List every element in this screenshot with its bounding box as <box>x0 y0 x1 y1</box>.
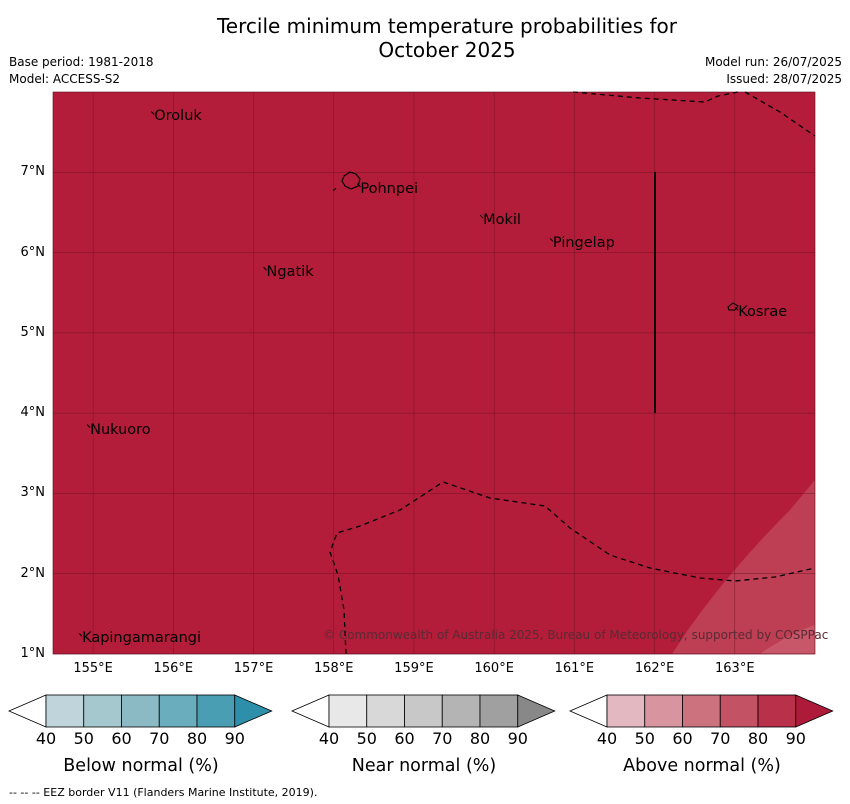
colorbar-2-extension-low <box>568 694 608 728</box>
colorbar-2-segment-2 <box>682 694 721 728</box>
colorbar-1-extension-low <box>290 694 330 728</box>
place-label-pingelap: Pingelap <box>552 235 615 252</box>
eez-border-note: -- -- -- EEZ border V11 (Flanders Marine… <box>9 786 318 799</box>
map-frame <box>52 91 816 655</box>
eez-border-north <box>572 91 739 103</box>
lat-tick-label-5: 6°N <box>20 244 46 260</box>
place-label-ngatik: Ngatik <box>266 264 314 281</box>
issued-date: Issued: 28/07/2025 <box>726 72 842 86</box>
place-mark-0 <box>150 111 155 115</box>
colorbar-0-segment-3 <box>158 694 198 728</box>
title-line-2: October 2025 <box>378 38 516 62</box>
colorbar-1-tick-2: 60 <box>394 729 415 748</box>
colorbar-2-label: Above normal (%) <box>623 756 781 776</box>
place-label-nukuoro: Nukuoro <box>90 421 151 438</box>
colorbar-0-tick-4: 80 <box>186 729 208 748</box>
model-name: Model: ACCESS-S2 <box>9 72 121 86</box>
place-marks <box>78 111 739 637</box>
colorbar-2-tick-1: 50 <box>634 729 655 748</box>
lon-tick-label-5: 160°E <box>474 661 514 676</box>
lower-probability-region-outer <box>672 480 815 654</box>
colorbar-2-segment-3 <box>719 694 759 728</box>
model-run: Model run: 26/07/2025 <box>704 55 842 69</box>
copyright-notice: © Commonwealth of Australia 2025, Bureau… <box>323 628 829 642</box>
colorbar-1-label: Near normal (%) <box>351 756 497 776</box>
colorbar-2-tick-4: 80 <box>747 729 769 748</box>
colorbar-2-segment-0 <box>606 694 646 728</box>
lon-tick-label-4: 159°E <box>394 661 434 676</box>
eez-border-south <box>329 481 816 655</box>
colorbar-0-tick-0: 40 <box>35 729 57 748</box>
lon-tick-label-2: 157°E <box>233 661 274 676</box>
colorbar-1-segment-2 <box>404 694 443 728</box>
lat-tick-label-0: 1°N <box>20 646 46 661</box>
place-mark-6 <box>86 424 91 428</box>
place-mark-4 <box>263 266 267 271</box>
colorbar-2-extension-high <box>795 694 834 728</box>
place-mark-1 <box>357 183 361 188</box>
base-period: Base period: 1981-2018 <box>9 55 154 69</box>
colorbar-2-segment-1 <box>644 694 683 728</box>
place-mark-2 <box>479 214 484 219</box>
colorbar-0-label: Below normal (%) <box>63 756 219 776</box>
place-label-oroluk: Oroluk <box>154 108 202 125</box>
colorbar-0-segment-2 <box>121 694 160 728</box>
colorbar-1-tick-4: 80 <box>469 729 491 748</box>
colorbar-0-tick-3: 70 <box>149 729 170 748</box>
colorbar-0-segment-4 <box>196 694 236 728</box>
colorbar-0-extension-high <box>234 694 273 728</box>
colorbar-1-extension-high <box>517 694 556 728</box>
place-label-kapingamarangi: Kapingamarangi <box>82 630 201 647</box>
colorbar-0-segment-0 <box>45 694 85 728</box>
lower-probability-region-inner <box>760 625 815 654</box>
colorbar-2-tick-5: 90 <box>785 729 806 748</box>
lat-tick-label-3: 4°N <box>20 405 46 421</box>
lat-tick-label-2: 3°N <box>20 485 46 501</box>
map-fill <box>53 92 815 654</box>
title-line-1: Tercile minimum temperature probabilitie… <box>216 14 678 38</box>
meta-left: Base period: 1981-2018 Model: ACCESS-S2 <box>9 54 154 88</box>
colorbar-1-tick-1: 50 <box>356 729 377 748</box>
place-mark-5 <box>734 307 739 311</box>
colorbar-0-tick-1: 50 <box>73 729 94 748</box>
colorbar-1-segment-1 <box>366 694 405 728</box>
lon-tick-label-8: 163°E <box>715 661 755 676</box>
colorbars <box>7 694 834 728</box>
place-mark-7 <box>78 632 83 637</box>
colorbar-1-tick-0: 40 <box>318 729 340 748</box>
colorbar-1-segment-3 <box>441 694 481 728</box>
colorbar-0-extension-low <box>7 694 47 728</box>
colorbar-2-segment-4 <box>757 694 797 728</box>
lon-tick-label-0: 155°E <box>73 661 113 676</box>
colorbar-2-tick-0: 40 <box>596 729 618 748</box>
lon-tick-label-7: 162°E <box>634 661 675 676</box>
place-label-kosrae: Kosrae <box>738 304 788 321</box>
pohnpei-island-shape <box>341 171 361 190</box>
colorbar-0-segment-1 <box>83 694 122 728</box>
lon-tick-label-3: 158°E <box>313 661 354 676</box>
colorbar-1-segment-4 <box>479 694 519 728</box>
pohnpei-islet-mark <box>332 187 337 192</box>
colorbar-1-segment-0 <box>328 694 368 728</box>
lat-tick-label-4: 5°N <box>20 324 46 340</box>
lat-tick-label-1: 2°N <box>20 565 46 581</box>
eez-border-northeast <box>744 91 816 137</box>
map-title: Tercile minimum temperature probabilitie… <box>0 14 850 62</box>
meta-right: Model run: 26/07/2025 Issued: 28/07/2025 <box>705 54 842 88</box>
lat-tick-label-6: 7°N <box>20 164 46 180</box>
place-mark-3 <box>549 237 554 242</box>
colorbar-1-tick-5: 90 <box>507 729 528 748</box>
colorbar-1-tick-3: 70 <box>432 729 453 748</box>
colorbar-0-tick-2: 60 <box>111 729 132 748</box>
colorbar-2-tick-3: 70 <box>710 729 731 748</box>
colorbar-2-tick-2: 60 <box>672 729 693 748</box>
place-label-pohnpei: Pohnpei <box>360 180 419 197</box>
lon-tick-label-1: 156°E <box>153 661 194 676</box>
colorbar-0-tick-5: 90 <box>224 729 245 748</box>
lon-tick-label-6: 161°E <box>554 661 595 676</box>
place-label-mokil: Mokil <box>483 212 521 229</box>
